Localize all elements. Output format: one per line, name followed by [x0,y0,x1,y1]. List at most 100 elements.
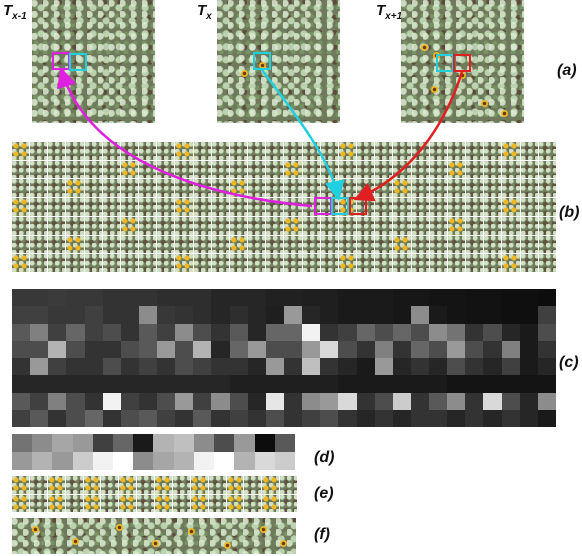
heatmap-c [12,289,556,427]
patch-cell [266,235,284,254]
heat-cell [501,289,520,307]
patch-cell [211,198,229,216]
heat-cell [113,434,134,452]
arrow-red [353,71,464,202]
patch-cell [30,198,48,216]
patch-cell [190,494,208,512]
heat-cell [447,358,466,376]
flower-mark [280,540,287,547]
heat-cell [102,409,121,427]
patch-cell [30,160,48,179]
patch-cell [229,198,248,216]
heat-cell [356,409,375,427]
heat-cell [519,358,538,376]
heat-cell [537,323,556,341]
heat-cell [133,434,154,452]
heat-cell [120,375,139,393]
heat-cell [537,392,556,410]
patch-cell [211,216,229,235]
patch-cell [120,235,139,254]
patch-cell [538,235,556,254]
heat-cell [102,340,121,358]
heatmap-d [12,434,295,470]
patch-cell [137,494,154,512]
panel-label-c: (c) [559,354,579,371]
heat-cell [153,452,174,470]
heat-cell [501,392,520,410]
patch-cell [84,254,102,272]
patch-cell [320,142,338,160]
patch-cell [84,179,102,198]
heat-cell [374,358,393,376]
heat-cell [265,358,284,376]
patch-cell [357,142,375,160]
heat-cell [12,289,31,307]
heat-cell [356,375,375,393]
heat-cell [302,306,321,324]
patch-cell [538,198,556,216]
heat-cell [157,409,176,427]
patch-cell [447,216,466,235]
flower-mark [241,70,248,77]
heat-cell [274,452,295,470]
heat-cell [66,306,85,324]
patch-cell [208,476,226,494]
heat-cell [392,289,411,307]
frame3-patch-red [453,54,471,72]
patch-cell [375,235,393,254]
heat-cell [193,289,212,307]
patch-cell [229,254,248,272]
heat-cell [338,392,357,410]
heat-cell [283,323,303,341]
heat-cell [92,452,114,470]
patch-cell [411,160,429,179]
heat-cell [410,358,430,376]
heat-cell [234,434,255,452]
patch-cell [120,142,139,160]
patch-cell [248,216,266,235]
patch-cell [157,235,175,254]
flower-mark [259,62,266,69]
patch-cell [357,235,375,254]
patch-cell [244,476,262,494]
heat-cell [447,289,466,307]
heat-cell [120,409,139,427]
heat-cell [229,306,248,324]
patch-cell [393,254,411,272]
heat-cell [138,340,158,358]
patch-cell [119,494,137,512]
heat-cell [30,375,49,393]
patch-cell [157,254,175,272]
patch-cell [393,216,411,235]
frame-label-2-sub: x [206,11,212,22]
heat-cell [338,358,357,376]
patch-cell [48,142,66,160]
heat-cell [84,323,103,341]
frame-label-1-sub: x-1 [12,11,27,22]
heat-cell [32,452,53,470]
patch-cell [375,254,393,272]
heat-cell [48,409,67,427]
patch-cell [229,160,248,179]
patch-cell [211,160,229,179]
heat-cell [356,358,375,376]
patch-cell [429,216,447,235]
heat-cell [374,375,393,393]
patch-cell [248,142,266,160]
heat-cell [356,392,375,410]
patch-cell [157,179,175,198]
patch-cell [102,198,120,216]
heat-cell [410,289,430,307]
patch-cell [520,235,538,254]
heat-cell [247,289,266,307]
patch-cell [302,179,320,198]
heat-cell [30,358,49,376]
heat-cell [410,323,430,341]
heat-cell [429,358,448,376]
heat-cell [138,323,158,341]
patch-cell [538,254,556,272]
patch-cell [226,494,244,512]
heat-cell [102,306,121,324]
patch-cell [484,235,502,254]
heat-cell [153,434,174,452]
